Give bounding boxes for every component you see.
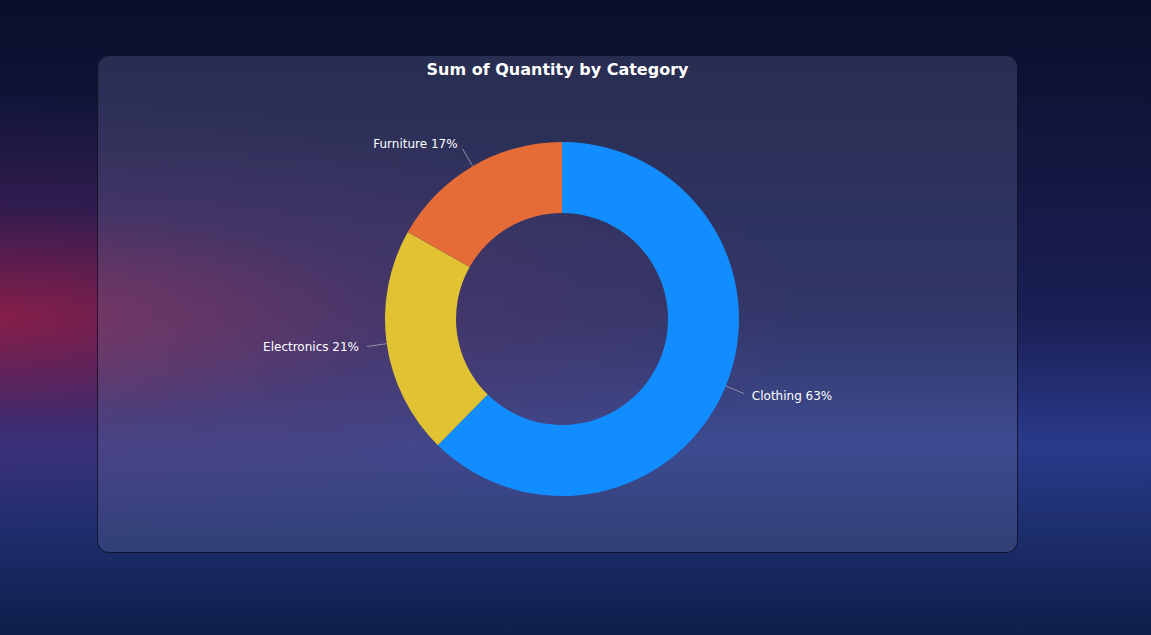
html-text:Sum of Quantity by Category: Sum of Quantity by Category xyxy=(426,60,689,79)
svg-text:Electronics 21%: Electronics 21% xyxy=(263,340,359,354)
svg-text:Furniture 17%: Furniture 17% xyxy=(373,137,457,151)
svg-text:Clothing 63%: Clothing 63% xyxy=(752,389,832,403)
